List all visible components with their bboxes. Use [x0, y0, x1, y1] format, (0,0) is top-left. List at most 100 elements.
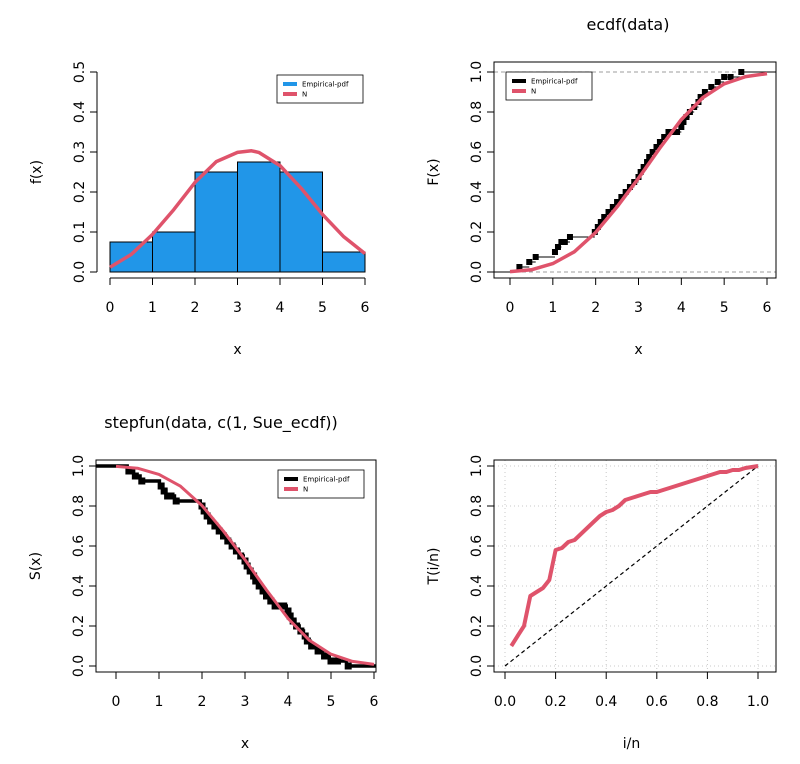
x-axis-title: x — [241, 736, 249, 752]
survival-point — [280, 602, 288, 610]
survival-point — [125, 467, 133, 475]
histogram-bar — [279, 171, 323, 273]
ecdf-point — [566, 234, 573, 240]
x-tick-label: 6 — [763, 300, 772, 316]
diagonal-reference-line — [504, 465, 759, 667]
survival-point — [259, 587, 267, 595]
x-tick-label: 5 — [720, 300, 729, 316]
ecdf-panel: 0 1 2 3 4 5 6 0.0 0.2 0.4 0.6 0.8 1.0 x F(x) ecdf(data)… — [426, 15, 777, 358]
x-tick-label: 0.6 — [646, 694, 668, 710]
ecdf-point — [701, 89, 708, 95]
ecdf-point — [532, 254, 539, 260]
x-tick-label: 1 — [148, 300, 157, 316]
ecdf-point — [561, 239, 568, 245]
survival-point — [157, 482, 165, 490]
legend-label-normal: N — [531, 88, 536, 96]
legend-label-empirical: Empirical-pdf — [302, 81, 349, 89]
chart-title: stepfun(data, c(1, Sue_ecdf)) — [104, 413, 337, 433]
chart-title: ecdf(data) — [587, 15, 670, 34]
y-tick-label: 1.0 — [469, 455, 485, 477]
survival-point — [215, 527, 223, 535]
survival-point — [255, 582, 263, 590]
y-tick-label: 0.8 — [469, 495, 485, 517]
ecdf-point — [680, 119, 687, 125]
survival-point — [203, 512, 211, 520]
ecdf-point — [665, 129, 672, 135]
ecdf-point — [738, 69, 745, 75]
y-tick-label: 0.8 — [469, 101, 485, 123]
x-tick-label: 6 — [370, 694, 379, 710]
y-axis-title: F(x) — [426, 158, 442, 185]
ecdf-point — [727, 74, 734, 80]
survival-point — [246, 567, 254, 575]
ecdf-point — [614, 199, 621, 205]
ecdf-point — [644, 159, 651, 165]
y-tick-label: 1.0 — [71, 455, 87, 477]
histogram-bar — [152, 231, 196, 273]
normal-density-curve — [109, 149, 367, 269]
ecdf-point — [601, 214, 608, 220]
survival-point — [263, 592, 270, 600]
survival-point — [172, 497, 180, 505]
survival-point — [131, 472, 139, 480]
y-tick-label: 0.4 — [71, 575, 87, 597]
survival-point — [138, 477, 146, 485]
histogram-bar — [237, 161, 281, 273]
x-tick-label: 3 — [241, 694, 250, 710]
survival-point — [211, 522, 219, 530]
y-tick-label: 0.6 — [469, 535, 485, 557]
plot-frame — [493, 459, 777, 673]
survival-point — [321, 652, 329, 660]
y-tick-label: 0.8 — [71, 495, 87, 517]
survival-point — [228, 542, 236, 550]
y-tick-label: 1.0 — [469, 61, 485, 83]
y-tick-label: 0.4 — [469, 181, 485, 203]
x-axis-title: x — [233, 342, 241, 358]
survival-point — [284, 607, 292, 615]
x-axis-title: x — [634, 342, 642, 358]
legend-box — [276, 74, 364, 104]
x-tick-label: 5 — [327, 694, 336, 710]
x-tick-label: 0.2 — [544, 694, 566, 710]
ecdf-point — [714, 79, 721, 85]
survival-point — [160, 487, 168, 495]
x-tick-label: 0.4 — [595, 694, 617, 710]
x-tick-label: 2 — [198, 694, 207, 710]
y-tick-label: 0.0 — [469, 655, 485, 677]
ecdf-point — [516, 264, 523, 270]
ecdf-point — [640, 164, 647, 170]
x-tick-label: 3 — [233, 300, 242, 316]
normal-survival-curve — [115, 464, 375, 666]
ecdf-point — [697, 94, 704, 100]
x-tick-label: 0.0 — [494, 694, 516, 710]
legend-label-empirical: Empirical-pdf — [303, 476, 350, 484]
ecdf-point — [597, 219, 604, 225]
survival-panel: 0 1 2 3 4 5 6 0.0 0.2 0.4 0.6 0.8 1.0 x S(x) stepfun(da… — [28, 413, 379, 752]
ttt-panel: 0.0 0.2 0.4 0.6 0.8 1.0 0.0 0.2 0.4 0.6 0.8 1.0 i/n T… — [426, 455, 777, 752]
survival-point — [200, 507, 208, 515]
y-tick-label: 0.0 — [72, 261, 88, 283]
y-tick-label: 0.6 — [71, 535, 87, 557]
y-tick-label: 0.1 — [72, 221, 88, 243]
ttt-curve — [509, 464, 759, 648]
survival-point — [224, 537, 232, 545]
ecdf-point — [653, 144, 660, 150]
x-tick-label: 3 — [634, 300, 643, 316]
ecdf-point — [526, 259, 533, 265]
survival-point — [286, 612, 294, 620]
y-tick-label: 0.0 — [71, 655, 87, 677]
y-tick-label: 0.4 — [469, 575, 485, 597]
x-tick-label: 0 — [112, 694, 121, 710]
legend-label-normal: N — [303, 486, 308, 494]
survival-point — [344, 662, 352, 670]
ecdf-point — [609, 204, 616, 210]
y-axis-title: T(i/n) — [426, 548, 442, 586]
x-tick-label: 4 — [677, 300, 686, 316]
ecdf-point — [678, 124, 685, 130]
histogram-bars — [109, 161, 366, 273]
survival-point — [220, 532, 227, 540]
ecdf-point — [551, 249, 558, 255]
y-axis-title: S(x) — [28, 552, 44, 580]
ecdf-point — [674, 129, 681, 135]
